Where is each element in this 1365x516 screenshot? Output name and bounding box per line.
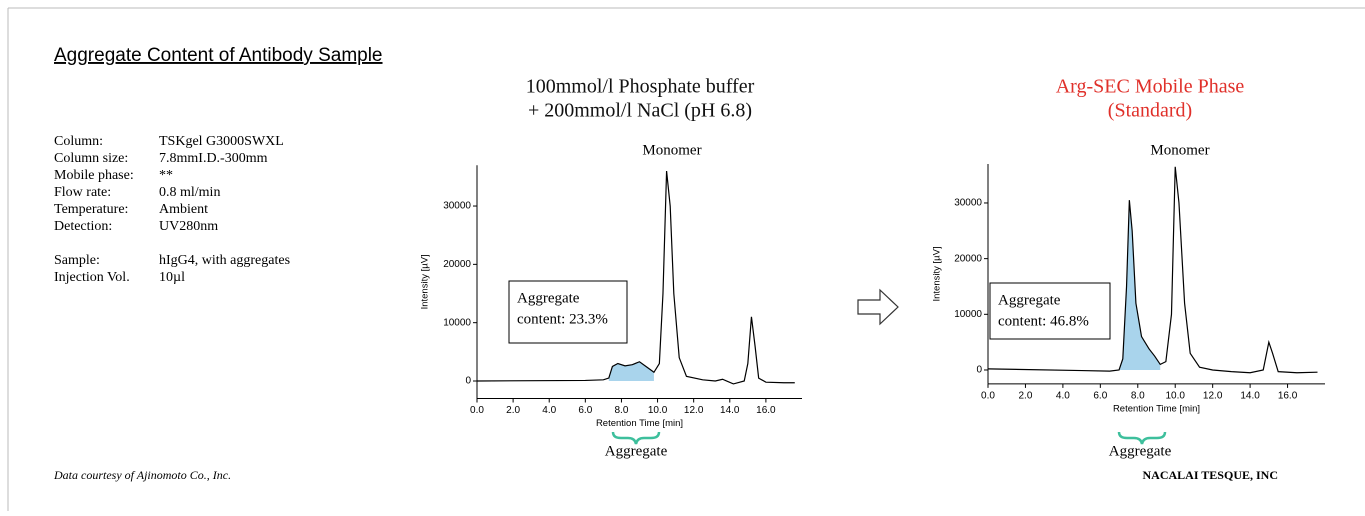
chart-title: (Standard) <box>1108 100 1192 122</box>
x-tick-label: 12.0 <box>684 405 704 416</box>
chart-title: + 200mmol/l NaCl (pH 6.8) <box>528 100 752 122</box>
region-label: Aggregate <box>605 443 668 459</box>
y-tick-label: 20000 <box>443 259 471 270</box>
param-label: Column size: <box>54 151 128 166</box>
x-tick-label: 6.0 <box>1093 391 1107 402</box>
x-tick-label: 14.0 <box>720 405 740 416</box>
chromatogram-trace <box>987 166 1318 374</box>
x-tick-label: 16.0 <box>756 405 776 416</box>
param-value: Ambient <box>159 202 208 217</box>
param-label: Temperature: <box>54 202 128 217</box>
x-tick-label: 0.0 <box>470 405 484 416</box>
param-label: Flow rate: <box>54 185 111 200</box>
slide-title: Aggregate Content of Antibody Sample <box>54 45 383 66</box>
chart-title: 100mmol/l Phosphate buffer <box>526 76 755 98</box>
x-tick-label: 10.0 <box>1165 391 1185 402</box>
credit: Data courtesy of Ajinomoto Co., Inc. <box>53 468 231 482</box>
y-tick-label: 0 <box>976 365 982 376</box>
chart-title: Arg-SEC Mobile Phase <box>1056 76 1245 98</box>
y-tick-label: 0 <box>465 376 471 387</box>
x-tick-label: 12.0 <box>1203 391 1223 402</box>
y-tick-label: 30000 <box>954 198 982 209</box>
y-tick-label: 20000 <box>954 253 982 264</box>
y-axis-label: Intensity [µV] <box>932 246 943 301</box>
aggregate-brace <box>611 431 661 445</box>
x-tick-label: 8.0 <box>1131 391 1145 402</box>
annotation-box <box>508 280 628 344</box>
annotation-text: content: 46.8% <box>998 313 1089 329</box>
x-tick-label: 2.0 <box>1018 391 1032 402</box>
annotation-text: Aggregate <box>998 292 1061 308</box>
x-tick-label: 16.0 <box>1278 391 1298 402</box>
annotation-box <box>989 282 1111 340</box>
x-tick-label: 2.0 <box>506 405 520 416</box>
param-label: Column: <box>54 134 103 149</box>
peak-label: Monomer <box>1150 142 1209 158</box>
param-value: 10µl <box>159 270 185 285</box>
aggregate-area <box>1119 200 1161 370</box>
arrow <box>857 288 899 326</box>
param-value: 0.8 ml/min <box>159 185 220 200</box>
annotation-text: Aggregate <box>517 290 580 306</box>
param-label: Detection: <box>54 219 112 234</box>
param-label: Sample: <box>54 253 100 268</box>
x-tick-label: 4.0 <box>542 405 556 416</box>
x-tick-label: 14.0 <box>1240 391 1260 402</box>
x-tick-label: 0.0 <box>981 391 995 402</box>
param-value: 7.8mmI.D.-300mm <box>159 151 268 166</box>
y-tick-label: 10000 <box>443 317 471 328</box>
x-axis-label: Retention Time [min] <box>596 418 683 429</box>
param-value: UV280nm <box>159 219 218 234</box>
param-value: TSKgel G3000SWXL <box>159 134 284 149</box>
y-tick-label: 30000 <box>443 201 471 212</box>
x-tick-label: 8.0 <box>614 405 628 416</box>
region-label: Aggregate <box>1109 443 1172 459</box>
x-tick-label: 4.0 <box>1056 391 1070 402</box>
param-label: Injection Vol. <box>54 270 130 285</box>
param-value: hIgG4, with aggregates <box>159 253 290 268</box>
aggregate-area <box>608 361 654 382</box>
param-label: Mobile phase: <box>54 168 134 183</box>
annotation-text: content: 23.3% <box>517 311 608 327</box>
x-tick-label: 6.0 <box>578 405 592 416</box>
aggregate-brace <box>1117 431 1167 445</box>
x-axis-label: Retention Time [min] <box>1113 403 1200 414</box>
param-value: ** <box>159 168 173 183</box>
y-axis-label: Intensity [µV] <box>420 254 431 309</box>
company: NACALAI TESQUE, INC <box>1143 468 1278 482</box>
chromatogram-trace <box>476 170 795 385</box>
x-tick-label: 10.0 <box>648 405 668 416</box>
y-tick-label: 10000 <box>954 309 982 320</box>
peak-label: Monomer <box>642 142 701 158</box>
